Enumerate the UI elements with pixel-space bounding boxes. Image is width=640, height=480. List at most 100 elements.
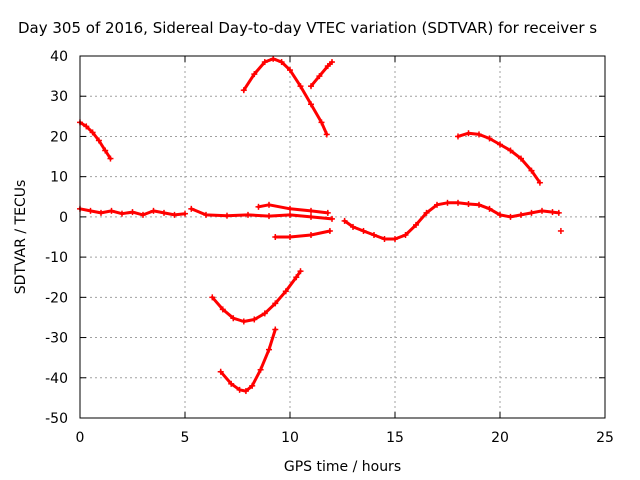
data-point: [497, 211, 503, 218]
data-point: [324, 63, 331, 70]
data-point: [107, 155, 114, 162]
x-tick-label: 0: [76, 430, 85, 446]
series-8: [455, 130, 543, 186]
data-point: [455, 199, 461, 206]
data-point: [188, 205, 195, 212]
data-point: [360, 227, 367, 234]
data-point: [129, 209, 136, 216]
data-point: [329, 215, 335, 222]
data-point: [341, 217, 348, 224]
y-tick-label: 10: [50, 170, 68, 186]
data-point: [150, 207, 157, 214]
data-point: [87, 207, 94, 214]
data-point: [249, 382, 256, 389]
data-point: [266, 213, 272, 220]
x-tick-label: 15: [386, 430, 404, 446]
data-point: [402, 231, 409, 238]
data-point: [255, 203, 262, 210]
data-point: [203, 211, 209, 218]
data-point: [171, 211, 178, 218]
data-point: [350, 223, 356, 230]
data-point: [209, 294, 216, 301]
data-point: [242, 388, 249, 395]
y-axis-title: SDTVAR / TECUs: [13, 180, 29, 295]
data-point: [486, 205, 493, 212]
data-point: [251, 71, 258, 78]
data-point: [549, 209, 556, 216]
y-tick-label: 20: [50, 129, 68, 145]
data-point: [497, 141, 503, 148]
y-tick-label: -30: [45, 331, 68, 347]
data-point: [323, 131, 330, 138]
data-point: [266, 201, 272, 208]
y-tick-label: -50: [45, 411, 68, 427]
data-point: [308, 231, 314, 238]
series-5: [240, 55, 330, 138]
y-tick-label: -20: [45, 290, 68, 306]
data-point: [245, 211, 251, 218]
data-point: [261, 310, 268, 317]
y-tick-label: 30: [50, 89, 68, 105]
series-6: [308, 59, 335, 90]
data-point: [287, 67, 293, 74]
data-point: [219, 306, 226, 313]
data-point: [465, 130, 472, 137]
data-point: [270, 55, 277, 62]
data-point: [308, 83, 314, 90]
data-point: [230, 315, 237, 322]
data-point: [381, 236, 388, 243]
data-point: [308, 213, 314, 220]
series-line: [189, 207, 334, 221]
data-point: [413, 221, 419, 228]
data-point: [528, 209, 535, 216]
data-series: [77, 55, 564, 395]
series-1: [77, 205, 188, 218]
series-line: [309, 60, 334, 88]
x-axis-tick-labels: 0 5 10 15 20 25: [76, 430, 614, 446]
plot-frame: [79, 55, 606, 419]
data-point: [287, 234, 293, 240]
data-point: [371, 231, 377, 238]
data-point: [329, 59, 335, 66]
data-point: [102, 147, 109, 154]
y-tick-label: -40: [45, 371, 68, 387]
data-point: [261, 59, 268, 66]
x-tick-label: 5: [181, 430, 190, 446]
chart-title: Day 305 of 2016, Sidereal Day-to-day VTE…: [18, 19, 597, 37]
data-point: [539, 207, 545, 214]
data-point: [266, 346, 272, 353]
data-point: [308, 207, 314, 214]
data-point: [293, 274, 300, 281]
series-3: [255, 201, 331, 216]
data-point: [251, 316, 258, 323]
data-point: [557, 227, 564, 234]
data-point: [224, 212, 230, 219]
data-point: [89, 129, 96, 136]
data-point: [423, 209, 430, 216]
data-point: [228, 380, 235, 387]
data-point: [507, 213, 514, 220]
data-point: [324, 209, 331, 216]
series-line: [456, 131, 542, 185]
series-2: [188, 205, 335, 222]
data-point: [455, 133, 461, 140]
data-point: [476, 201, 482, 208]
data-point: [240, 318, 247, 325]
data-point: [486, 135, 493, 142]
x-axis-title: GPS time / hours: [284, 459, 401, 475]
data-point: [119, 210, 125, 217]
y-tick-label: 40: [50, 49, 68, 65]
data-point: [326, 227, 333, 234]
series-line: [343, 201, 561, 241]
data-point: [272, 300, 279, 307]
grid-lines: [80, 56, 605, 418]
series-line: [219, 328, 277, 393]
series-7: [341, 199, 562, 243]
data-point: [140, 211, 146, 218]
data-point: [98, 209, 104, 216]
series-line: [242, 57, 329, 136]
data-point: [316, 73, 323, 80]
data-point: [108, 207, 115, 214]
series-9: [557, 227, 564, 234]
